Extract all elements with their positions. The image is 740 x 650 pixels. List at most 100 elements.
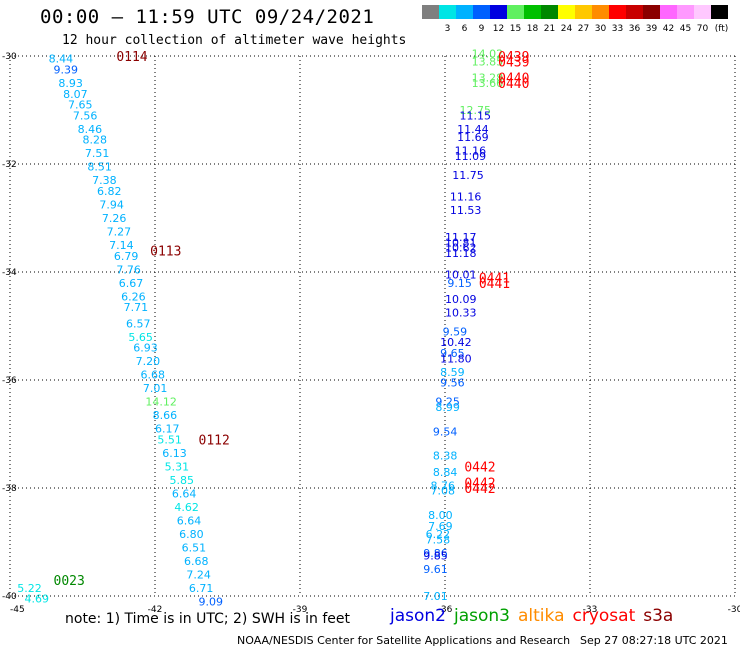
swh-observation: 7.71 bbox=[124, 301, 149, 314]
colorbar-label: 30 bbox=[595, 24, 607, 34]
latitude-tick-label: -34 bbox=[2, 268, 17, 278]
swh-observation: 9.56 bbox=[440, 377, 465, 390]
swh-observation: 8.59 bbox=[440, 366, 465, 379]
swh-observation: 10.01 bbox=[445, 269, 477, 282]
swh-observation: 7.27 bbox=[107, 226, 131, 239]
colorbar-label: 45 bbox=[680, 24, 691, 34]
page-subtitle: 12 hour collection of altimeter wave hei… bbox=[62, 33, 407, 48]
swh-observation: 13.85 bbox=[472, 55, 504, 68]
colorbar-swatch bbox=[422, 5, 439, 19]
pass-number-label: 0439 bbox=[498, 55, 529, 70]
swh-observation: 5.51 bbox=[157, 433, 182, 446]
colorbar-swatch bbox=[660, 5, 677, 19]
pass-number-label: 0442 bbox=[464, 477, 495, 492]
pass-number-label: 0440 bbox=[498, 77, 529, 92]
swh-observation: 6.68 bbox=[141, 369, 166, 382]
colorbar-swatch bbox=[490, 5, 507, 19]
colorbar-swatch bbox=[524, 5, 541, 19]
colorbar-label: 42 bbox=[663, 24, 674, 34]
swh-observation: 6.17 bbox=[155, 423, 180, 436]
swh-observation: 7.14 bbox=[109, 239, 134, 252]
latitude-tick-label: -40 bbox=[2, 592, 17, 602]
swh-observation: 10.62 bbox=[445, 242, 477, 255]
longitude-tick-label: -42 bbox=[148, 605, 163, 615]
swh-observation: 8.38 bbox=[433, 450, 458, 463]
swh-observation: 7.76 bbox=[116, 263, 141, 276]
longitude-tick-label: -39 bbox=[293, 605, 308, 615]
wave-height-colorbar: 3 6 9 12 15 18 21 24 27 30 33 36 39 42 45 70 (ft) bbox=[422, 5, 728, 34]
swh-observation: 11.80 bbox=[440, 352, 472, 365]
swh-observation: 9.09 bbox=[199, 595, 224, 608]
swh-observation: 11.17 bbox=[445, 231, 477, 244]
swh-observation: 6.68 bbox=[184, 555, 209, 568]
pass-number-label: 0112 bbox=[199, 433, 230, 448]
swh-observation: 6.79 bbox=[114, 250, 138, 263]
satellite-legend: jason2 jason3 altika cryosat s3a bbox=[390, 606, 681, 626]
legend-jason3: jason3 bbox=[454, 606, 510, 626]
swh-observation: 9.65 bbox=[440, 347, 465, 360]
pass-number-label: 0441 bbox=[479, 271, 510, 286]
longitude-tick-label: -36 bbox=[438, 605, 453, 615]
colorbar-swatch bbox=[592, 5, 609, 19]
swh-observation: 7.51 bbox=[85, 147, 110, 160]
swh-observation: 5.31 bbox=[165, 460, 190, 473]
swh-observation: 9.39 bbox=[54, 64, 79, 77]
swh-observation: 7.38 bbox=[92, 174, 117, 187]
swh-observation: 11.69 bbox=[457, 131, 489, 144]
swh-observation: 7.20 bbox=[136, 355, 161, 368]
swh-observation: 7.65 bbox=[68, 99, 93, 112]
swh-observation: 8.46 bbox=[78, 123, 103, 136]
pass-number-label: 0440 bbox=[498, 72, 529, 87]
swh-observation: 5.65 bbox=[128, 331, 153, 344]
latitude-tick-label: -32 bbox=[2, 160, 17, 170]
colorbar-label: 39 bbox=[646, 24, 658, 34]
swh-observation: 7.58 bbox=[426, 533, 451, 546]
colorbar-label: 24 bbox=[561, 24, 573, 34]
latitude-tick-label: -38 bbox=[2, 484, 17, 494]
page-title: 00:00 – 11:59 UTC 09/24/2021 bbox=[40, 6, 375, 28]
colorbar-swatch bbox=[626, 5, 643, 19]
swh-observation: 8.66 bbox=[153, 409, 178, 422]
pass-number-label: 0114 bbox=[116, 50, 147, 65]
colorbar-swatch bbox=[609, 5, 626, 19]
colorbar-swatch bbox=[507, 5, 524, 19]
swh-observation: 10.09 bbox=[445, 293, 477, 306]
swh-observation: 7.01 bbox=[143, 382, 168, 395]
colorbar-label: 6 bbox=[462, 24, 468, 34]
colorbar-label: 36 bbox=[629, 24, 641, 34]
swh-observation: 8.07 bbox=[63, 88, 88, 101]
swh-observation: 10.42 bbox=[440, 336, 472, 349]
colorbar-swatch bbox=[558, 5, 575, 19]
swh-observation: 11.44 bbox=[457, 123, 489, 136]
pass-number-label: 0441 bbox=[479, 277, 510, 292]
swh-observation: 13.28 bbox=[472, 72, 504, 85]
latitude-tick-label: -36 bbox=[2, 376, 17, 386]
swh-observation: 7.08 bbox=[431, 485, 456, 498]
colorbar-label: 9 bbox=[479, 24, 485, 34]
swh-observation: 6.93 bbox=[133, 342, 158, 355]
swh-observation: 6.71 bbox=[189, 582, 214, 595]
swh-observation: 9.59 bbox=[443, 325, 468, 338]
swh-observation: 8.99 bbox=[435, 401, 460, 414]
colorbar-swatch bbox=[456, 5, 473, 19]
swh-observation: 11.16 bbox=[455, 145, 487, 158]
legend-jason2: jason2 bbox=[390, 606, 446, 626]
swh-observation: 8.00 bbox=[428, 509, 453, 522]
pass-number-label: 0442 bbox=[464, 482, 495, 497]
swh-observation: 9.61 bbox=[423, 563, 448, 576]
swh-observation: 10.33 bbox=[445, 307, 477, 320]
swh-observation: 9.25 bbox=[435, 396, 460, 409]
swh-observation: 8.44 bbox=[49, 53, 74, 66]
pass-number-label: 0442 bbox=[464, 460, 495, 475]
legend-altika: altika bbox=[518, 606, 565, 626]
swh-observation: 6.64 bbox=[172, 487, 197, 500]
swh-observation: 6.26 bbox=[121, 290, 145, 303]
swh-observation: 6.51 bbox=[182, 541, 207, 554]
colorbar-label: 15 bbox=[510, 24, 521, 34]
swh-observation: 4.62 bbox=[174, 501, 199, 514]
pass-number-label: 0113 bbox=[150, 244, 181, 259]
swh-observation: 11.53 bbox=[450, 204, 482, 217]
swh-observation: 8.28 bbox=[83, 134, 108, 147]
swh-observation: 9.15 bbox=[447, 277, 472, 290]
